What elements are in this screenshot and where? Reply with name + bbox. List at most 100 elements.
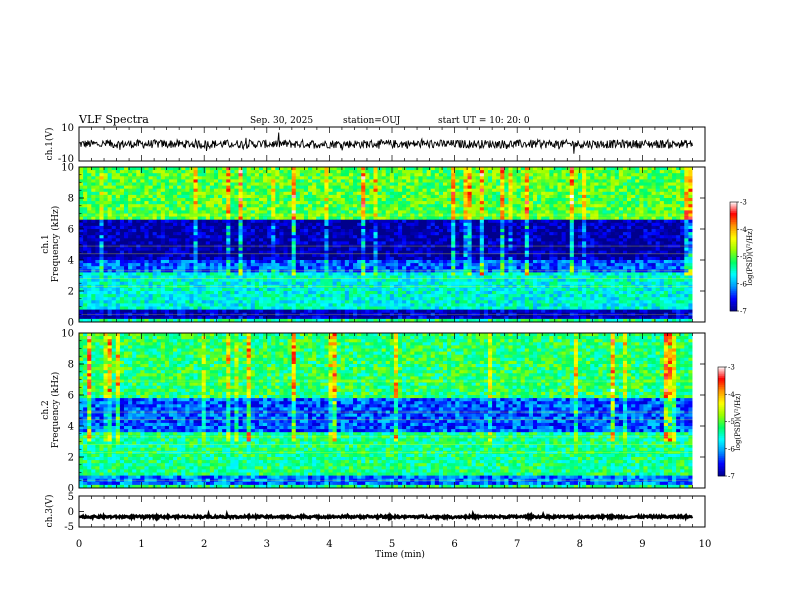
spectrogram-cell <box>344 170 350 174</box>
spectrogram-cell <box>385 229 391 233</box>
spectrogram-cell <box>205 232 211 236</box>
spectrogram-cell <box>336 204 342 208</box>
spectrogram-cell <box>111 201 117 205</box>
spectrogram-cell <box>353 207 358 211</box>
spectrogram-cell <box>684 194 689 199</box>
spectrogram-cell <box>164 263 170 267</box>
spectrogram-cell <box>148 222 154 227</box>
spectrogram-cell <box>389 250 395 255</box>
spectrogram-cell <box>128 244 133 248</box>
spectrogram-cell <box>267 204 272 208</box>
spectrogram-cell <box>610 235 616 239</box>
spectrogram-cell <box>279 263 284 267</box>
spectrogram-cell <box>586 219 591 224</box>
spectrogram-cell <box>111 225 117 230</box>
spectrogram-cell <box>320 235 325 239</box>
spectrogram-cell <box>385 225 391 230</box>
spectrogram-cell <box>365 222 370 227</box>
spectrogram-cell <box>181 219 186 224</box>
spectrogram-cell <box>483 229 489 233</box>
spectrogram-cell <box>168 263 174 267</box>
spectrogram-cell <box>438 235 444 239</box>
spectrogram-cell <box>348 225 354 230</box>
spectrogram-cell <box>287 232 293 236</box>
spectrogram-cell <box>565 210 571 214</box>
spectrogram-cell <box>434 188 440 193</box>
spectrogram-cell <box>213 225 219 230</box>
spectrogram-cell <box>410 194 415 199</box>
spectrogram-cell <box>553 201 558 205</box>
spectrogram-cell <box>205 250 211 255</box>
spectrogram-cell <box>303 188 309 193</box>
spectrogram-cell <box>410 207 415 211</box>
spectrogram-cell <box>586 250 591 255</box>
spectrogram-cell <box>87 219 92 224</box>
spectrogram-cell <box>467 213 473 217</box>
spectrogram-cell <box>107 241 113 245</box>
spectrogram-cell <box>156 253 162 258</box>
spectrogram-cell <box>418 260 423 264</box>
spectrogram-cell <box>238 167 243 171</box>
spectrogram-cell <box>389 173 395 177</box>
spectrogram-cell <box>299 266 305 270</box>
spectrogram-cell <box>238 219 243 224</box>
spectrogram-cell <box>79 167 84 171</box>
spectrogram-cell <box>291 219 297 224</box>
spectrogram-cell <box>676 232 681 236</box>
spectrogram-cell <box>443 232 448 236</box>
spectrogram-cell <box>672 213 677 217</box>
spectrogram-cell <box>455 235 460 239</box>
spectrogram-cell <box>254 213 260 217</box>
spectrogram-cell <box>144 247 149 252</box>
spectrogram-cell <box>418 225 423 230</box>
spectrogram-cell <box>209 216 215 221</box>
spectrogram-cell <box>684 179 689 183</box>
spectrogram-cell <box>426 188 432 193</box>
spectrogram-cell <box>614 253 620 258</box>
spectrogram-cell <box>586 247 591 252</box>
spectrogram-cell <box>303 241 309 245</box>
spectrogram-cell <box>504 241 509 245</box>
spectrogram-cell <box>516 213 522 217</box>
spectrogram-cell <box>610 241 616 245</box>
spectrogram-cell <box>275 229 280 233</box>
spectrogram-cell <box>463 219 468 224</box>
spectrogram-cell <box>123 213 129 217</box>
spectrogram-cell <box>303 173 309 177</box>
spectrogram-cell <box>119 232 125 236</box>
spectrogram-cell <box>361 204 366 208</box>
spectrogram-cell <box>398 225 403 230</box>
spectrogram-cell <box>287 173 293 177</box>
spectrogram-cell <box>406 201 411 205</box>
spectrogram-cell <box>504 201 509 205</box>
spectrogram-cell <box>156 191 162 196</box>
spectrogram-cell <box>680 260 685 264</box>
spectrogram-cell <box>422 238 428 242</box>
spectrogram-cell <box>340 241 346 245</box>
spectrogram-cell <box>451 235 456 239</box>
spectrogram-cell <box>622 232 628 236</box>
spectrogram-cell <box>573 225 579 230</box>
spectrogram-cell <box>267 173 272 177</box>
spectrogram-cell <box>328 250 333 255</box>
spectrogram-cell <box>528 256 534 261</box>
spectrogram-cell <box>164 194 170 199</box>
spectrogram-cell <box>659 256 665 261</box>
spectrogram-cell <box>418 232 423 236</box>
spectrogram-cell <box>393 194 399 199</box>
spectrogram-cell <box>451 256 456 261</box>
spectrogram-cell <box>279 210 284 214</box>
spectrogram-cell <box>144 188 149 193</box>
spectrogram-cell <box>185 207 190 211</box>
spectrogram-cell <box>226 222 231 227</box>
spectrogram-cell <box>119 167 125 171</box>
spectrogram-cell <box>537 167 542 171</box>
spectrogram-cell <box>197 253 203 258</box>
spectrogram-cell <box>312 213 317 217</box>
spectrogram-cell <box>267 194 272 199</box>
spectrogram-cell <box>271 207 276 211</box>
spectrogram-cell <box>267 244 272 248</box>
spectrogram-cell <box>119 238 125 242</box>
spectrogram-cell <box>479 225 485 230</box>
spectrogram-cell <box>447 241 452 245</box>
